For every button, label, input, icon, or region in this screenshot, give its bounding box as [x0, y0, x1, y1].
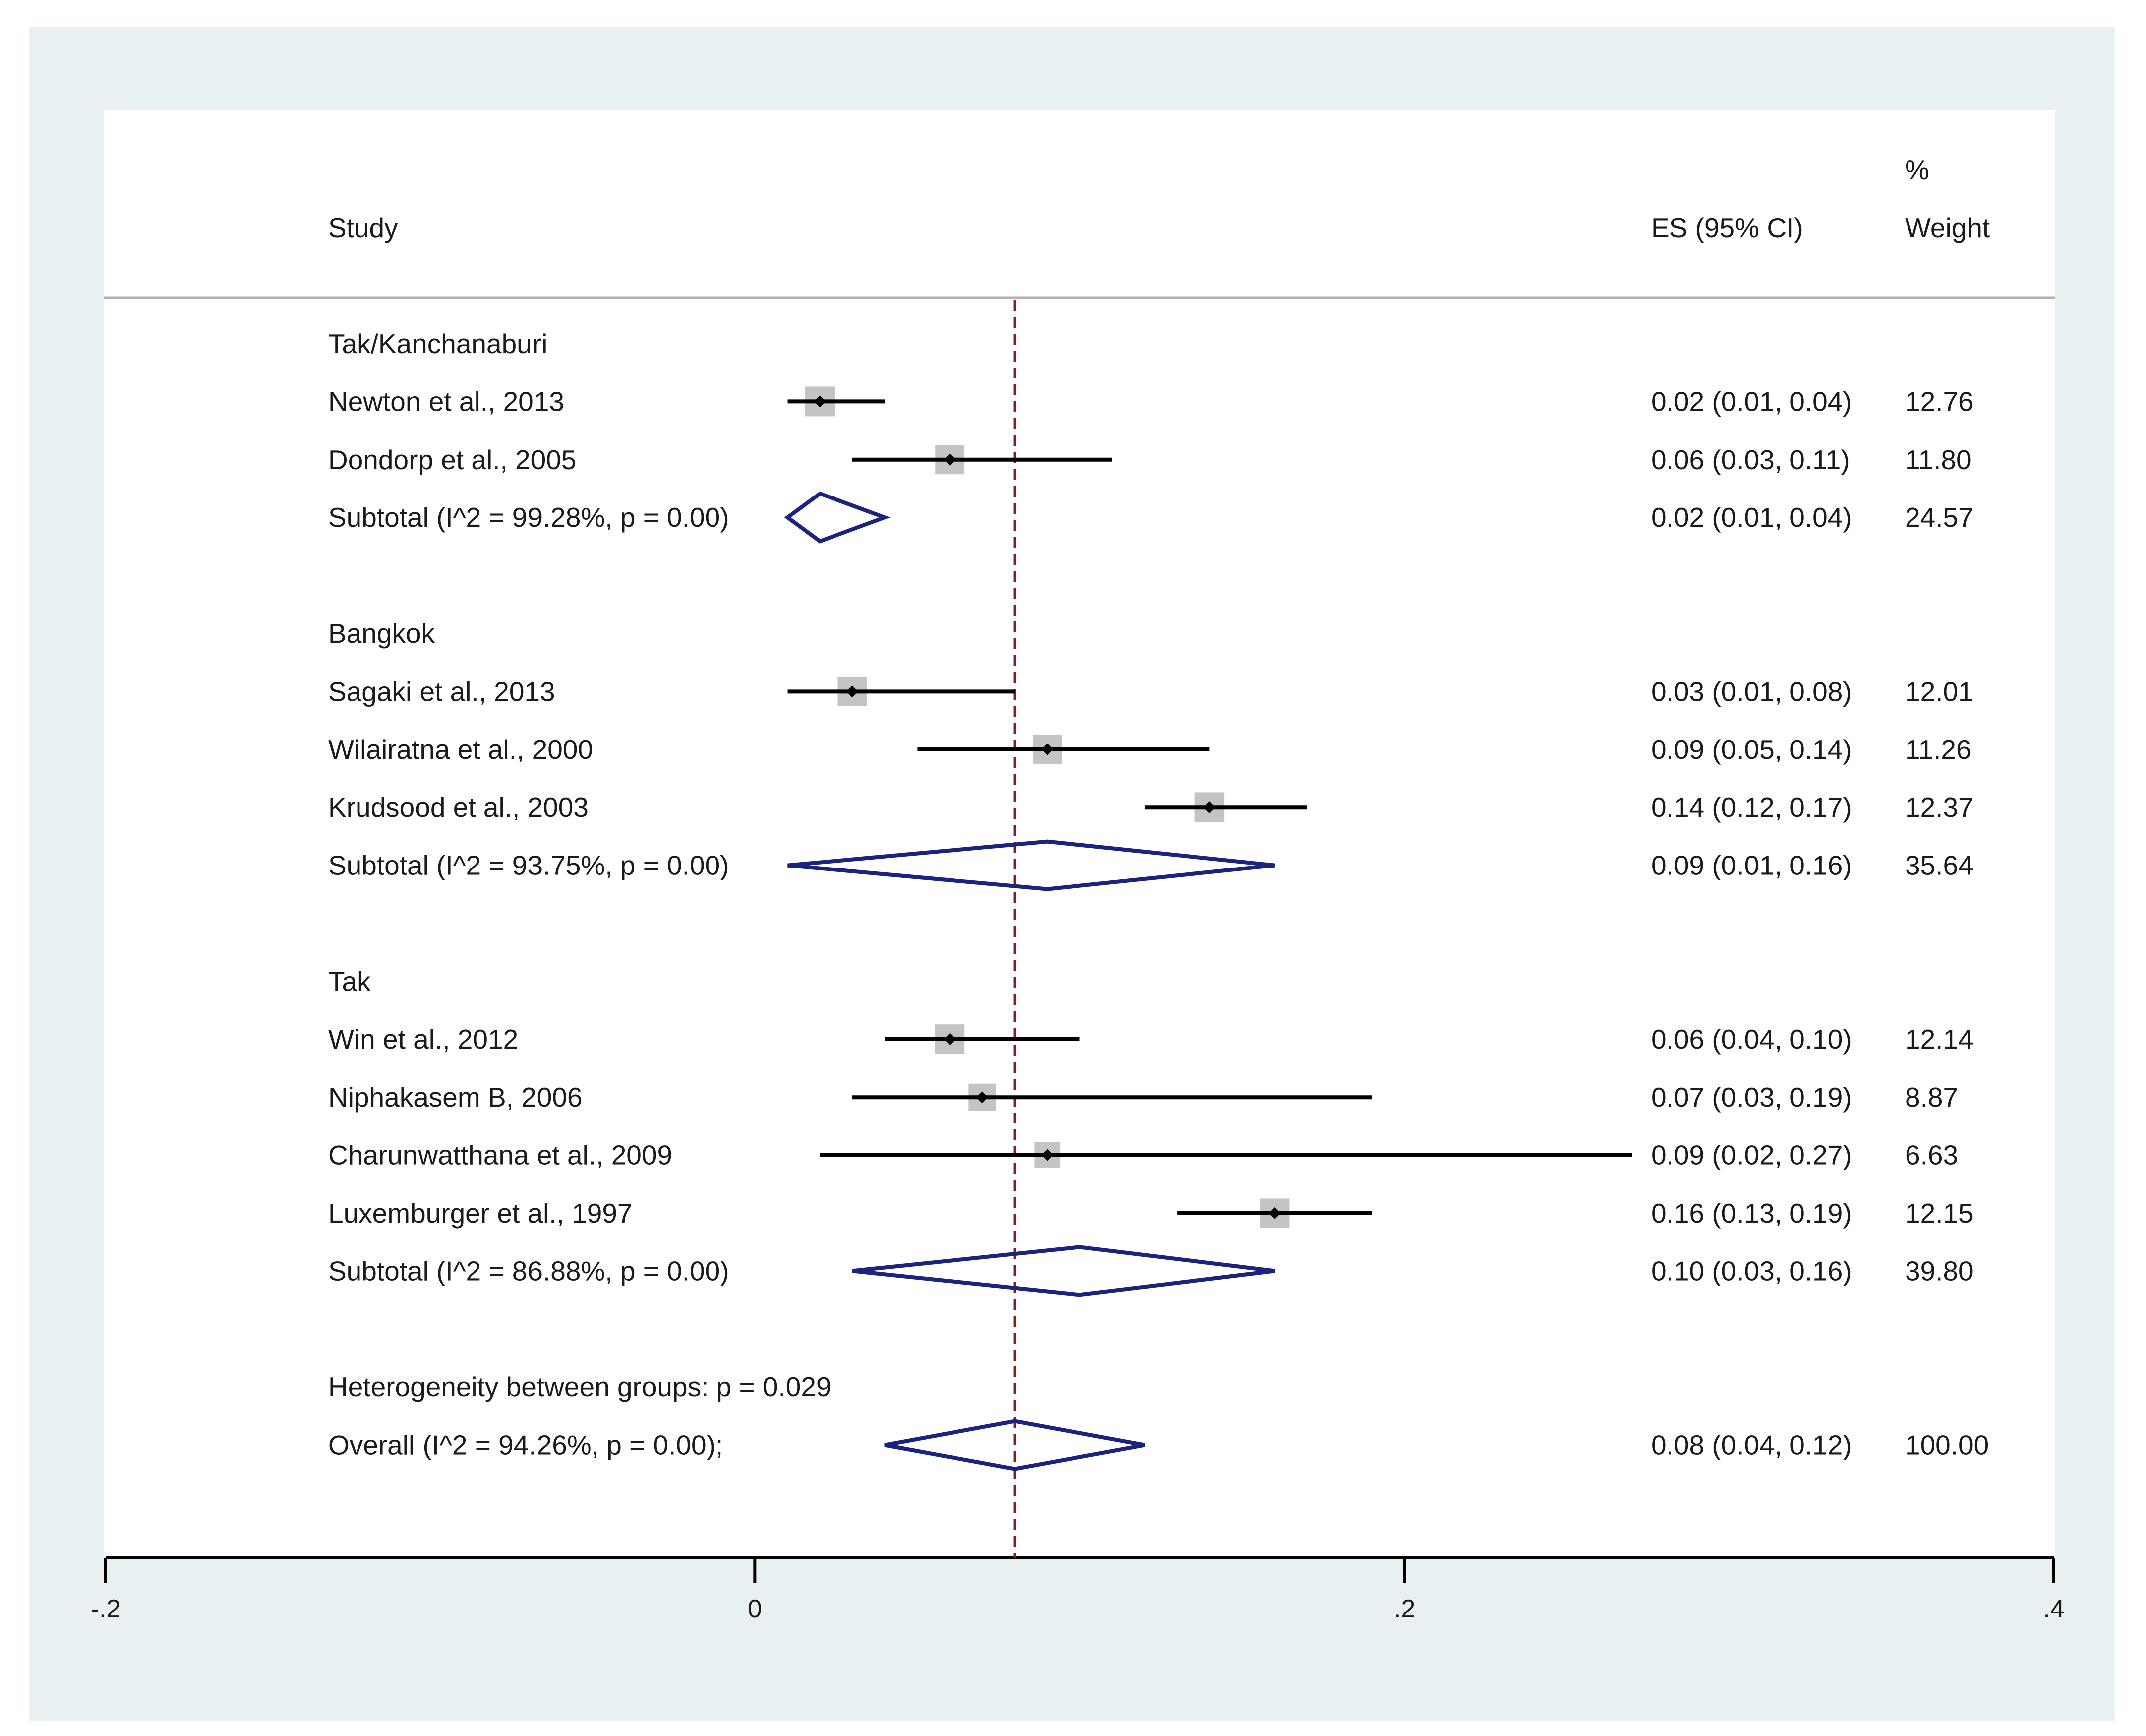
- study-label: Luxemburger et al., 1997: [328, 1198, 633, 1229]
- row-note: Heterogeneity between groups: p = 0.029: [328, 1371, 832, 1402]
- row-overall: Overall (I^2 = 94.26%, p = 0.00); 0.08 (0…: [328, 1430, 1989, 1461]
- point-estimate: [1041, 1149, 1054, 1161]
- row-group: Tak: [328, 966, 371, 996]
- weight-text: 24.57: [1905, 502, 1974, 533]
- study-mark: [917, 735, 1210, 764]
- subtotal-label: Subtotal (I^2 = 86.88%, p = 0.00): [328, 1255, 729, 1286]
- header-weight-top: %: [1905, 154, 1929, 185]
- point-estimate: [1203, 801, 1216, 814]
- weight-text: 11.26: [1905, 734, 1972, 765]
- subtotal-label: Subtotal (I^2 = 93.75%, p = 0.00): [328, 850, 729, 881]
- row-study: Charunwatthana et al., 2009 0.09 (0.02, 0…: [328, 1140, 1958, 1171]
- weight-text: 12.76: [1905, 386, 1974, 417]
- rows-layer: Tak/Kanchanaburi Newton et al., 2013 0.02 …: [328, 328, 1989, 1461]
- point-estimate: [814, 395, 826, 408]
- es-ci-text: 0.16 (0.13, 0.19): [1651, 1198, 1852, 1229]
- subtotal-diamond: [852, 1245, 1275, 1297]
- header-es: ES (95% CI): [1651, 212, 1803, 243]
- row-study: Newton et al., 2013 0.02 (0.01, 0.04) 12.7…: [328, 386, 1974, 417]
- study-mark: [885, 1024, 1080, 1054]
- es-ci-text: 0.10 (0.03, 0.16): [1651, 1255, 1852, 1286]
- row-study: Win et al., 2012 0.06 (0.04, 0.10) 12.14: [328, 1024, 1974, 1055]
- weight-text: 12.14: [1905, 1024, 1974, 1055]
- weight-text: 100.00: [1905, 1430, 1989, 1461]
- x-tick-label: 0: [748, 1595, 762, 1623]
- point-estimate: [1041, 743, 1054, 755]
- weight-text: 6.63: [1905, 1140, 1958, 1171]
- overall-label: Overall (I^2 = 94.26%, p = 0.00);: [328, 1430, 723, 1461]
- group-label: Tak: [328, 966, 371, 996]
- study-mark: [852, 445, 1112, 475]
- point-estimate: [976, 1091, 988, 1104]
- es-ci-text: 0.09 (0.05, 0.14): [1651, 734, 1852, 765]
- note-label: Heterogeneity between groups: p = 0.029: [328, 1371, 832, 1402]
- row-group: Tak/Kanchanaburi: [328, 328, 547, 359]
- es-ci-text: 0.08 (0.04, 0.12): [1651, 1430, 1852, 1461]
- es-ci-text: 0.02 (0.01, 0.04): [1651, 502, 1852, 533]
- study-mark: [1177, 1198, 1372, 1228]
- row-subtotal: Subtotal (I^2 = 93.75%, p = 0.00) 0.09 (0…: [328, 850, 1974, 881]
- es-ci-text: 0.09 (0.02, 0.27): [1651, 1140, 1852, 1171]
- row-study: Wilairatna et al., 2000 0.09 (0.05, 0.14)…: [328, 734, 1972, 765]
- es-ci-text: 0.06 (0.04, 0.10): [1651, 1024, 1852, 1055]
- point-estimate: [1268, 1207, 1281, 1219]
- row-study: Luxemburger et al., 1997 0.16 (0.13, 0.19…: [328, 1198, 1974, 1229]
- es-ci-text: 0.07 (0.03, 0.19): [1651, 1082, 1852, 1113]
- row-study: Krudsood et al., 2003 0.14 (0.12, 0.17) 12…: [328, 792, 1974, 823]
- row-subtotal: Subtotal (I^2 = 86.88%, p = 0.00) 0.10 (0…: [328, 1255, 1974, 1286]
- study-mark: [852, 1083, 1372, 1111]
- es-ci-text: 0.14 (0.12, 0.17): [1651, 792, 1852, 823]
- study-mark: [787, 676, 1015, 706]
- row-subtotal: Subtotal (I^2 = 99.28%, p = 0.00) 0.02 (0…: [328, 502, 1974, 533]
- study-label: Wilairatna et al., 2000: [328, 734, 593, 765]
- group-label: Bangkok: [328, 618, 435, 649]
- weight-text: 11.80: [1905, 444, 1972, 475]
- group-label: Tak/Kanchanaburi: [328, 328, 547, 359]
- weight-text: 12.01: [1905, 676, 1974, 707]
- weight-text: 39.80: [1905, 1255, 1974, 1286]
- weight-text: 35.64: [1905, 850, 1974, 881]
- subtotal-label: Subtotal (I^2 = 99.28%, p = 0.00): [328, 502, 729, 533]
- es-ci-text: 0.06 (0.03, 0.11): [1651, 444, 1850, 475]
- subtotal-diamond: [787, 839, 1275, 891]
- study-label: Krudsood et al., 2003: [328, 792, 589, 823]
- point-estimate: [944, 453, 956, 466]
- subtotal-diamond: [784, 491, 891, 544]
- inner-plot-area: [104, 110, 2055, 1556]
- x-tick-label: .4: [2043, 1595, 2064, 1623]
- header-layer: Study ES (95% CI) % Weight: [104, 154, 2055, 299]
- x-tick-label: -.2: [91, 1595, 121, 1623]
- es-ci-text: 0.02 (0.01, 0.04): [1651, 386, 1852, 417]
- overall-diamond: [884, 1419, 1145, 1471]
- header-study: Study: [328, 212, 398, 243]
- x-tick-label: .2: [1394, 1595, 1415, 1623]
- marks-layer: [784, 386, 1632, 1471]
- x-axis: -.2 0 .2 .4: [91, 1556, 2065, 1623]
- es-ci-text: 0.09 (0.01, 0.16): [1651, 850, 1852, 881]
- study-mark: [787, 386, 885, 417]
- study-label: Newton et al., 2013: [328, 386, 564, 417]
- study-label: Dondorp et al., 2005: [328, 444, 576, 475]
- weight-text: 12.37: [1905, 792, 1974, 823]
- row-group: Bangkok: [328, 618, 435, 649]
- study-label: Niphakasem B, 2006: [328, 1082, 583, 1113]
- weight-text: 12.15: [1905, 1198, 1974, 1229]
- row-study: Dondorp et al., 2005 0.06 (0.03, 0.11) 11.…: [328, 444, 1972, 475]
- row-study: Sagaki et al., 2013 0.03 (0.01, 0.08) 12.0…: [328, 676, 1974, 707]
- row-study: Niphakasem B, 2006 0.07 (0.03, 0.19) 8.87: [328, 1082, 1958, 1113]
- es-ci-text: 0.03 (0.01, 0.08): [1651, 676, 1852, 707]
- point-estimate: [944, 1033, 956, 1045]
- study-label: Charunwatthana et al., 2009: [328, 1140, 672, 1171]
- study-mark: [820, 1142, 1632, 1168]
- weight-text: 8.87: [1905, 1082, 1958, 1113]
- point-estimate: [846, 685, 858, 698]
- study-label: Win et al., 2012: [328, 1024, 518, 1055]
- study-mark: [1144, 792, 1308, 822]
- study-label: Sagaki et al., 2013: [328, 676, 555, 707]
- header-weight-bottom: Weight: [1905, 212, 1990, 243]
